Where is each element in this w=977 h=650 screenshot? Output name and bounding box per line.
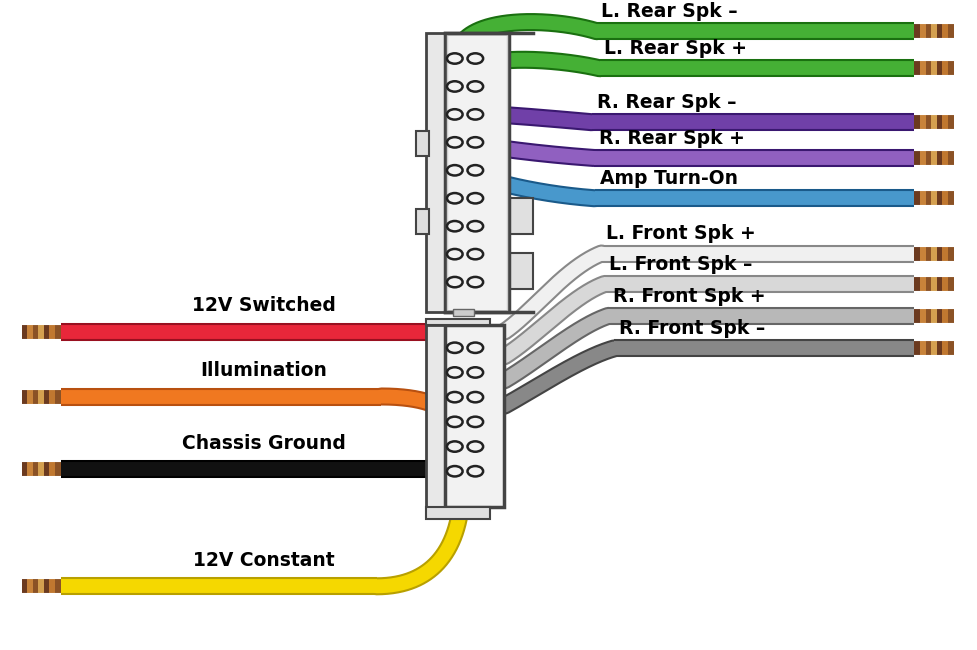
- Bar: [445, 325, 503, 507]
- Text: R. Rear Spk –: R. Rear Spk –: [596, 94, 736, 112]
- Text: 12V Switched: 12V Switched: [191, 296, 336, 315]
- Bar: [415, 209, 429, 234]
- Bar: [415, 131, 429, 156]
- Text: R. Front Spk –: R. Front Spk –: [618, 319, 765, 338]
- Bar: [445, 32, 508, 312]
- Text: R. Rear Spk +: R. Rear Spk +: [598, 129, 743, 148]
- Bar: [508, 254, 532, 289]
- Text: Chassis Ground: Chassis Ground: [182, 434, 346, 453]
- Bar: [426, 507, 489, 519]
- Text: L. Front Spk –: L. Front Spk –: [609, 255, 752, 274]
- Text: R. Front Spk +: R. Front Spk +: [613, 287, 765, 305]
- Text: L. Rear Spk –: L. Rear Spk –: [601, 2, 738, 21]
- Bar: [426, 32, 446, 312]
- Bar: [446, 34, 506, 311]
- Bar: [452, 309, 474, 316]
- Text: Illumination: Illumination: [200, 361, 327, 380]
- Text: 12V Constant: 12V Constant: [193, 551, 334, 570]
- Bar: [426, 325, 446, 507]
- Bar: [508, 198, 532, 234]
- Bar: [426, 318, 489, 325]
- Text: Amp Turn-On: Amp Turn-On: [599, 170, 737, 188]
- Text: L. Front Spk +: L. Front Spk +: [606, 224, 755, 243]
- Text: L. Rear Spk +: L. Rear Spk +: [604, 40, 746, 58]
